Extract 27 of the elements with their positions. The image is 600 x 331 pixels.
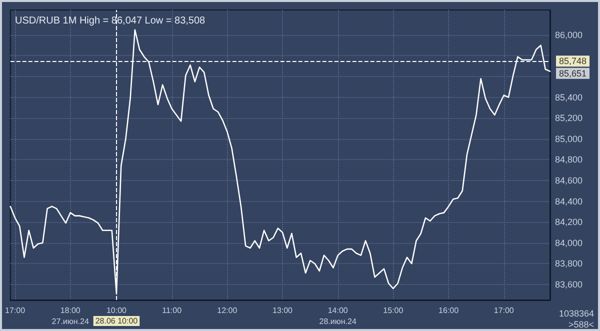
y-tick-label: 83,600 bbox=[555, 279, 583, 290]
y-tick-label: 84,600 bbox=[555, 175, 583, 186]
x-tick-label: 12:00 bbox=[217, 306, 238, 315]
ref-line-label: 28.06 10:00 bbox=[95, 316, 138, 326]
y-tick-label: 85,400 bbox=[555, 92, 583, 102]
x-tick-label: 13:00 bbox=[272, 306, 294, 315]
x-tick-label: 14:00 28.июн.24 bbox=[319, 306, 357, 326]
x-tick-label: 18:00 27.июн.24 bbox=[52, 306, 90, 326]
text: >588< bbox=[568, 320, 594, 330]
x-tick-label: 16:00 bbox=[438, 306, 460, 315]
y-tick-label: 86,000 bbox=[555, 30, 583, 40]
x-tick-label: 17:00 bbox=[494, 306, 514, 315]
y-tick-label: 85,200 bbox=[555, 113, 583, 124]
x-tick-label: 11:00 bbox=[162, 306, 182, 315]
y-tick-label: 84,200 bbox=[555, 217, 583, 228]
ref-line-label: 85,748 bbox=[559, 56, 587, 66]
text: USD/RUB 1M High = 86,047 Low = 83,508 bbox=[15, 16, 206, 26]
y-tick-label: 83,800 bbox=[555, 258, 583, 269]
text: 85,651 bbox=[559, 68, 587, 78]
y-tick-label: 84,800 bbox=[555, 154, 583, 165]
y-tick-label: 85,000 bbox=[555, 134, 583, 144]
y-tick-label: 84,000 bbox=[555, 238, 583, 248]
text: 1038364 bbox=[558, 308, 594, 318]
x-tick-label: 15:00 bbox=[383, 306, 404, 315]
x-tick-label: 17:00 bbox=[4, 306, 26, 315]
x-tick-label: 10:00 bbox=[106, 306, 128, 315]
y-tick-label: 84,400 bbox=[555, 196, 583, 206]
